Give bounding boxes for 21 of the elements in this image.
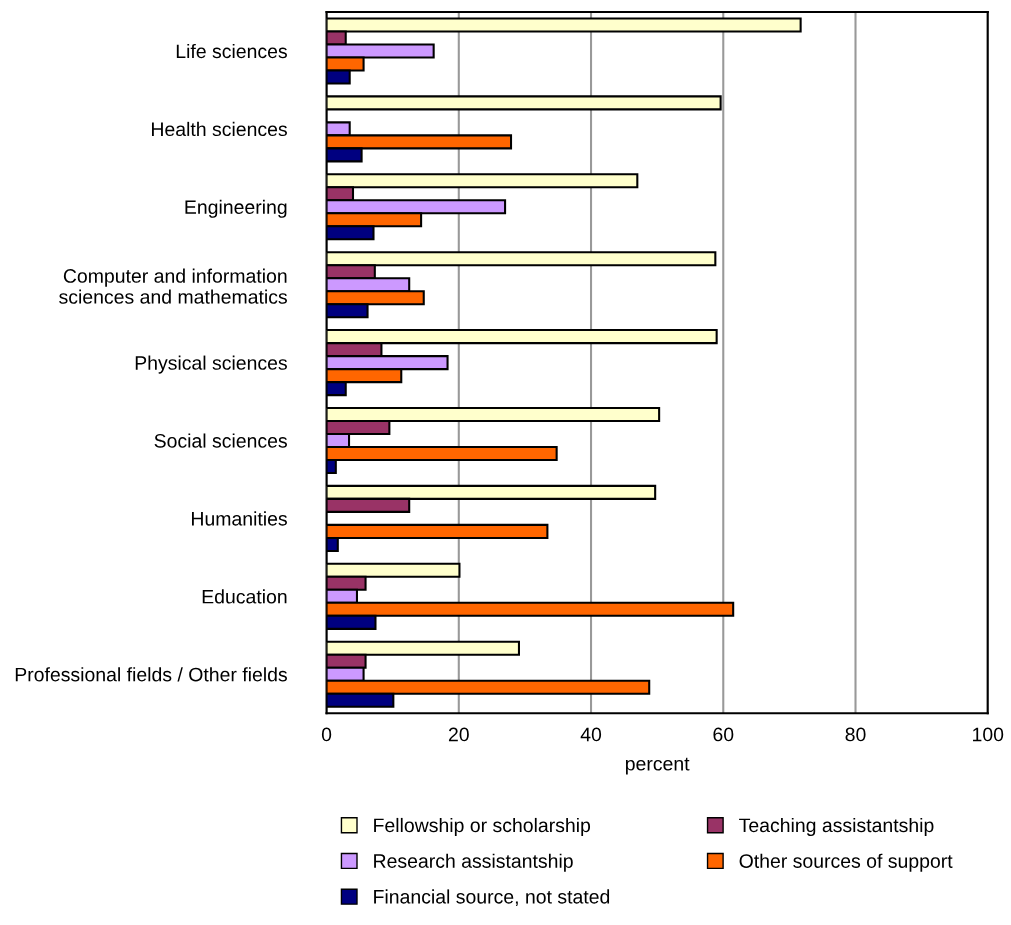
y-tick-label: Education	[202, 589, 287, 604]
x-tick-label: 60	[713, 727, 734, 742]
x-axis-title: percent	[625, 757, 690, 775]
x-tick-label: 20	[448, 727, 469, 742]
y-tick-label: Computer and information sciences and mathematics	[59, 268, 287, 304]
y-tick-label: Health sciences	[152, 121, 287, 137]
legend-label: Other sources of support	[739, 853, 953, 872]
legend-label: Fellowship or scholarship	[374, 817, 591, 837]
y-tick-label: Engineering	[185, 199, 287, 218]
x-tick-label: 40	[580, 727, 602, 742]
legend-label: Research assistantship	[374, 853, 573, 872]
legend-label: Financial source, not stated	[374, 889, 610, 906]
x-tick-label: 0	[321, 727, 332, 742]
y-tick-label: Social sciences	[154, 433, 287, 448]
y-tick-label: Humanities	[192, 511, 287, 526]
x-tick-label: 80	[845, 727, 866, 742]
y-tick-label: Life sciences	[176, 43, 287, 59]
y-tick-label: Professional fields / Other fields	[15, 667, 287, 682]
legend-label: Teaching assistantship	[739, 817, 934, 837]
y-tick-label: Physical sciences	[135, 355, 287, 374]
x-tick-label: 100	[973, 727, 1004, 742]
